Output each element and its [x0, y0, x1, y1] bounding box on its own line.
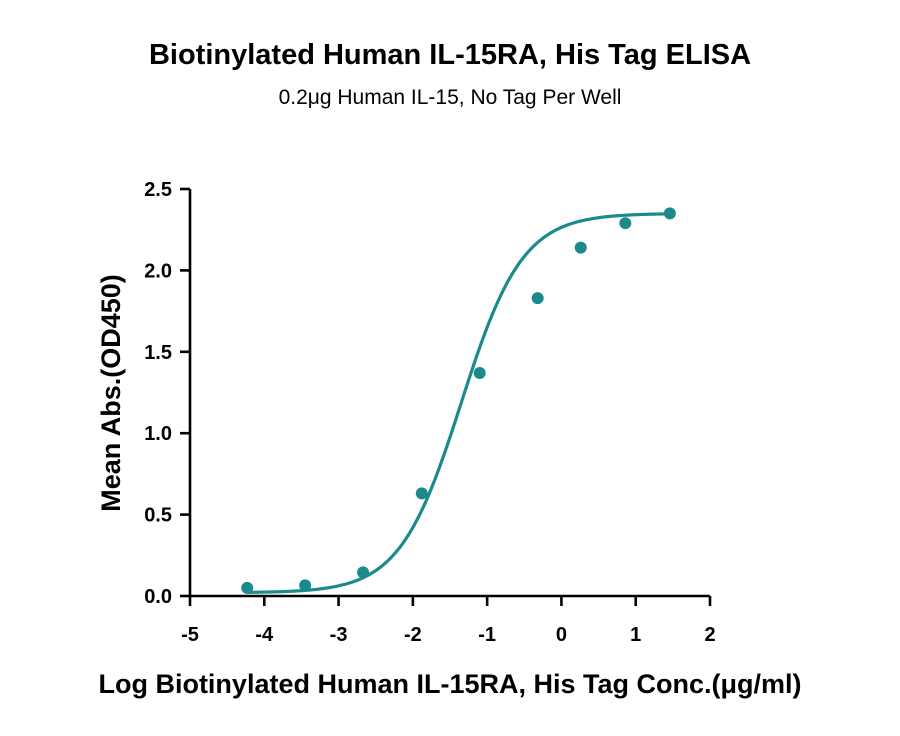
x-tick-label: -1 [478, 624, 496, 646]
y-axis-label: Mean Abs.(OD450) [96, 274, 126, 512]
x-tick-label: -3 [330, 624, 348, 646]
data-point [357, 566, 370, 579]
data-point [619, 217, 632, 230]
chart-title: Biotinylated Human IL-15RA, His Tag ELIS… [149, 39, 751, 71]
x-axis-label: Log Biotinylated Human IL-15RA, His Tag … [98, 669, 801, 699]
x-tick-label: 0 [556, 624, 567, 646]
x-tick-label: -5 [181, 624, 199, 646]
x-tick-label: 1 [630, 624, 641, 646]
data-point [241, 581, 254, 594]
y-tick-label: 2.0 [144, 260, 172, 282]
fit-curve-layer [247, 212, 670, 594]
data-point [574, 241, 587, 254]
fit-curve [247, 212, 670, 594]
axes: -5 -4 -3 -2 -1 0 1 2 0.0 0.5 1.0 1.5 2.0 2.5 [144, 179, 715, 646]
y-tick-label: 0.5 [144, 505, 172, 527]
chart-subtitle: 0.2μg Human IL-15, No Tag Per Well [279, 86, 622, 109]
data-points-layer [241, 207, 676, 594]
data-point [663, 207, 676, 220]
y-tick-label: 1.5 [144, 342, 172, 364]
y-tick-label: 0.0 [144, 586, 172, 608]
x-tick-label: -4 [255, 624, 274, 646]
data-point [531, 292, 544, 305]
x-tick-label: -2 [404, 624, 422, 646]
data-point [473, 366, 486, 379]
x-tick-label: 2 [704, 624, 715, 646]
data-point [415, 487, 428, 500]
data-point [299, 579, 312, 592]
y-tick-label: 2.5 [144, 179, 172, 201]
y-tick-label: 1.0 [144, 423, 172, 445]
